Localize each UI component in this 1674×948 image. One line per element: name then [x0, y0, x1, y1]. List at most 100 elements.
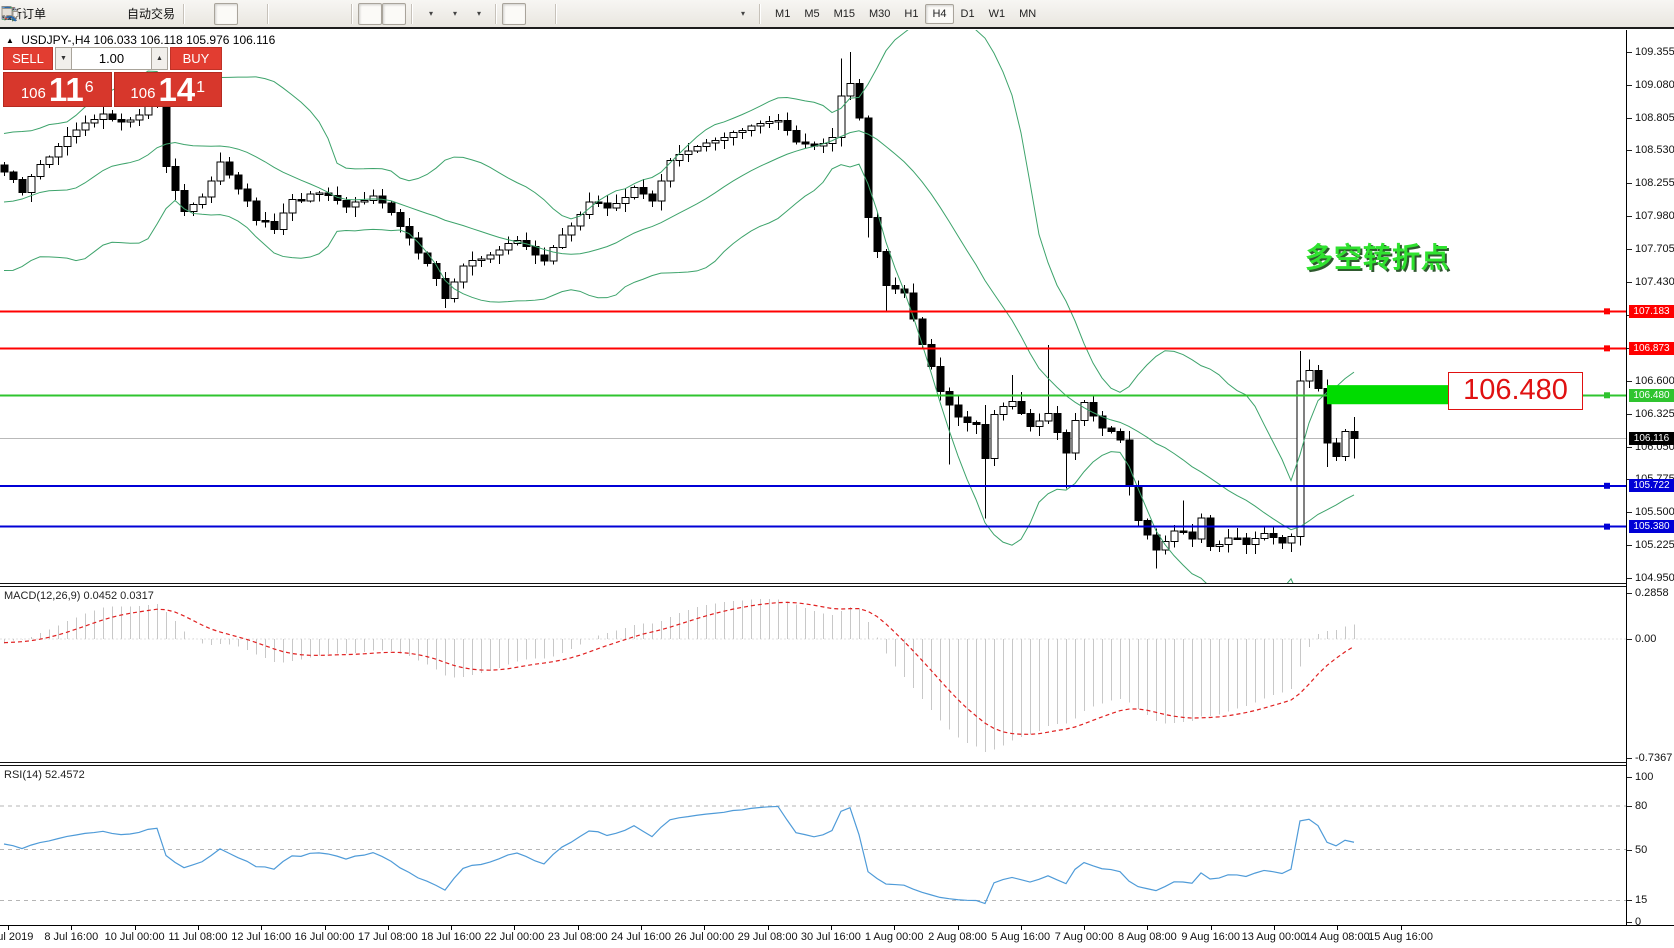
price-callout-box[interactable]: 106.480: [1448, 372, 1583, 410]
price-tick-label: 108.805: [1635, 111, 1674, 124]
signals-button[interactable]: [2, 3, 121, 25]
toolbar-separator: [351, 3, 354, 24]
macd-label: MACD(12,26,9) 0.0452 0.0317: [4, 590, 154, 602]
cursor-button[interactable]: [5, 2, 527, 25]
toolbar-separator: [267, 3, 270, 24]
chart-annotation-text[interactable]: 多空转折点: [1305, 242, 1451, 273]
metaeditor-button[interactable]: [2, 3, 73, 25]
timeframe-button-mn[interactable]: MN: [1012, 4, 1043, 24]
timeframe-button-w1[interactable]: W1: [982, 4, 1013, 24]
volume-increase-button[interactable]: ▲: [151, 47, 168, 70]
macd-panel-svg[interactable]: [0, 587, 1626, 762]
price-tick: [1627, 117, 1632, 119]
time-tick: [387, 926, 389, 930]
templates-button[interactable]: ▾: [1, 3, 490, 25]
price-tick-label: 107.980: [1635, 210, 1674, 223]
time-tick: [1210, 926, 1212, 930]
horizontal-line-tool-button[interactable]: [2, 3, 610, 25]
sell-quote[interactable]: 106 11 6: [3, 72, 112, 107]
toolbar-separator: [183, 3, 186, 24]
volume-stepper: ▼ 1.00 ▲: [55, 47, 168, 70]
autotrade-label: 自动交易: [127, 7, 176, 21]
text-tool-button[interactable]: A: [4, 3, 706, 25]
time-tick-label: 11 Jul 08:00: [168, 931, 228, 943]
price-tick-label: 109.355: [1635, 45, 1674, 58]
time-tick: [451, 926, 453, 930]
time-tick: [830, 926, 832, 930]
price-tick-label: 100: [1635, 771, 1654, 783]
time-tick: [8, 926, 9, 930]
price-axis[interactable]: 109.355 109.080 108.805 108.530 108.255 107.9…: [1626, 30, 1674, 928]
rsi-panel-svg[interactable]: [0, 766, 1626, 925]
one-click-trading-panel: SELL ▼ 1.00 ▲ BUY 106 11 6 106 14 1: [3, 47, 222, 107]
timeframe-button-m30[interactable]: M30: [862, 4, 897, 24]
sell-price-prefix: 106: [20, 85, 46, 102]
time-tick: [894, 926, 896, 930]
price-tick: [1627, 150, 1632, 152]
text-label-tool-button[interactable]: T: [2, 3, 730, 25]
buy-price-big: 14: [158, 71, 196, 108]
indicators-dropdown-caret: ▾: [429, 9, 434, 18]
arrows-tool-button[interactable]: ▾: [3, 3, 754, 25]
price-tick: [1627, 51, 1632, 53]
rsi-tick: [1627, 806, 1632, 807]
timeframe-button-d1[interactable]: D1: [954, 4, 982, 24]
indicators-button[interactable]: ▾: [1, 3, 442, 25]
time-tick-label: 8 Jul 16:00: [44, 931, 99, 943]
trendline-tool-button[interactable]: [2, 3, 634, 25]
community-button[interactable]: [3, 3, 97, 25]
zoom-out-button[interactable]: [2, 3, 322, 25]
rsi-tick: [1627, 777, 1632, 778]
sell-button[interactable]: SELL: [3, 47, 53, 70]
time-tick: [641, 926, 642, 930]
price-tick-label: 50: [1635, 843, 1648, 856]
autotrade-button[interactable]: 自动交易: [2, 3, 178, 25]
collapse-one-click-icon[interactable]: ▲: [6, 36, 14, 45]
timeframe-button-h4[interactable]: H4: [925, 3, 954, 24]
tile-windows-button[interactable]: [2, 3, 346, 25]
rsi-tick: [1627, 922, 1632, 923]
price-tick: [1627, 413, 1632, 415]
vertical-line-tool-button[interactable]: [7, 3, 586, 25]
new-order-label: 新订单: [10, 7, 47, 21]
price-tick-label: 108.255: [1635, 177, 1674, 190]
price-tick: [1627, 183, 1632, 185]
bar-chart-button[interactable]: [2, 3, 214, 25]
timeframe-button-m1[interactable]: M1: [768, 4, 797, 24]
chat-icon[interactable]: [0, 5, 20, 23]
periods-dropdown-caret: ▾: [453, 9, 458, 18]
fibonacci-tool-button[interactable]: F: [2, 3, 682, 25]
time-tick-label: 26 Jul 00:00: [674, 931, 735, 943]
zoom-in-button[interactable]: [2, 3, 298, 25]
price-tick: [1627, 512, 1632, 514]
time-tick: [71, 926, 73, 930]
time-tick-label: 17 Jul 08:00: [357, 931, 418, 943]
candlestick-chart-button[interactable]: [2, 2, 239, 25]
timeframe-button-m5[interactable]: M5: [797, 4, 826, 24]
crosshair-button[interactable]: [2, 3, 550, 25]
volume-input[interactable]: 1.00: [72, 47, 151, 70]
timeframe-button-h1[interactable]: H1: [897, 4, 925, 24]
price-tick-label: -0.7367: [1635, 751, 1673, 764]
price-chart-svg[interactable]: [0, 30, 1626, 583]
rsi-tick: [1627, 849, 1632, 851]
panel-separator[interactable]: [0, 583, 1674, 587]
time-tick-label: 22 Jul 00:00: [484, 931, 545, 943]
periods-button[interactable]: ▾: [2, 3, 466, 25]
panel-separator[interactable]: [0, 762, 1674, 766]
toolbar: 新订单 自动交易 ▾ ▾: [0, 0, 1674, 27]
chart-ohlc-quotes: 106.033 106.118 105.976 106.116: [93, 33, 276, 47]
chart-shift-button[interactable]: [1, 2, 407, 25]
buy-quote[interactable]: 106 14 1: [113, 71, 222, 108]
volume-decrease-button[interactable]: ▼: [55, 47, 72, 70]
buy-button[interactable]: BUY: [170, 47, 222, 70]
time-tick: [1147, 926, 1149, 930]
time-tick-label: 24 Jul 16:00: [611, 931, 671, 943]
timeframe-button-m15[interactable]: M15: [827, 4, 862, 24]
auto-scroll-button[interactable]: [1, 2, 383, 25]
line-chart-button[interactable]: [1, 3, 262, 25]
time-tick-label: 8 Aug 08:00: [1118, 931, 1177, 943]
rsi-tick: [1627, 900, 1632, 902]
channel-tool-button[interactable]: E: [1, 3, 658, 25]
